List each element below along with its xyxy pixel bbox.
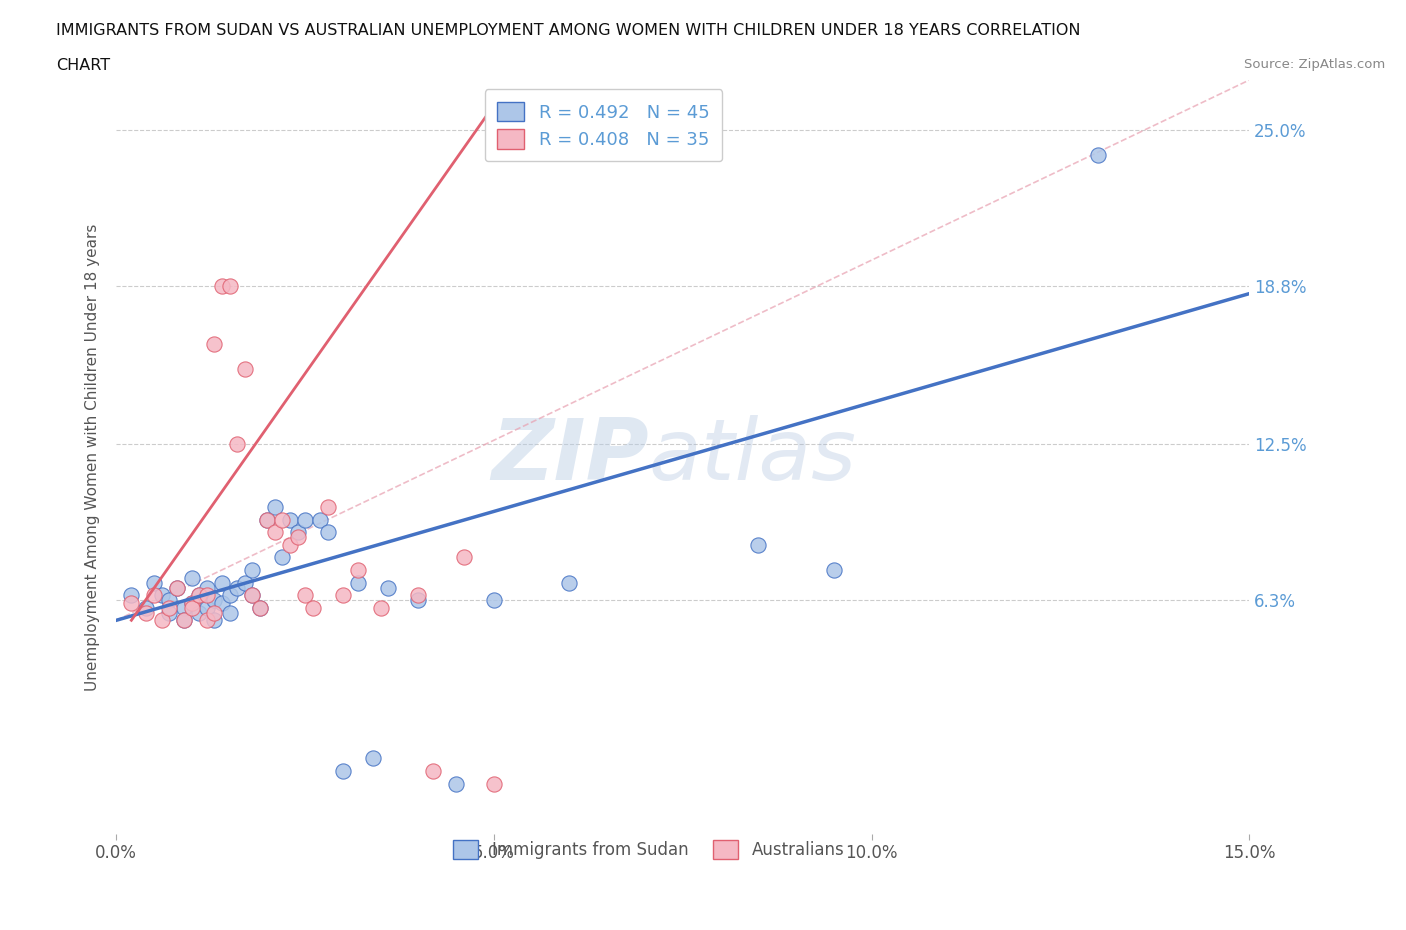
Point bbox=[408, 588, 430, 603]
Point bbox=[195, 588, 218, 603]
Point bbox=[278, 538, 301, 552]
Point bbox=[211, 279, 233, 294]
Point bbox=[347, 563, 370, 578]
Point bbox=[204, 613, 226, 628]
Point bbox=[361, 751, 384, 766]
Point bbox=[287, 525, 309, 539]
Text: CHART: CHART bbox=[56, 58, 110, 73]
Point bbox=[211, 595, 233, 610]
Point bbox=[180, 595, 202, 610]
Point bbox=[180, 570, 202, 585]
Point bbox=[211, 575, 233, 590]
Point bbox=[166, 580, 188, 595]
Point bbox=[271, 550, 294, 565]
Point bbox=[120, 588, 142, 603]
Point bbox=[188, 588, 211, 603]
Point bbox=[157, 592, 180, 607]
Point bbox=[278, 512, 301, 527]
Point bbox=[240, 563, 263, 578]
Text: IMMIGRANTS FROM SUDAN VS AUSTRALIAN UNEMPLOYMENT AMONG WOMEN WITH CHILDREN UNDER: IMMIGRANTS FROM SUDAN VS AUSTRALIAN UNEM… bbox=[56, 23, 1081, 38]
Point bbox=[377, 580, 399, 595]
Point bbox=[226, 580, 249, 595]
Text: atlas: atlas bbox=[648, 416, 856, 498]
Point bbox=[271, 512, 294, 527]
Point bbox=[347, 575, 370, 590]
Point bbox=[120, 595, 142, 610]
Point bbox=[195, 613, 218, 628]
Point bbox=[453, 550, 475, 565]
Point bbox=[180, 600, 202, 615]
Text: ZIP: ZIP bbox=[491, 416, 648, 498]
Point bbox=[823, 563, 845, 578]
Point bbox=[287, 530, 309, 545]
Point bbox=[240, 588, 263, 603]
Point bbox=[249, 600, 271, 615]
Point bbox=[294, 588, 316, 603]
Point bbox=[294, 512, 316, 527]
Point bbox=[482, 592, 505, 607]
Point bbox=[444, 777, 467, 791]
Text: Source: ZipAtlas.com: Source: ZipAtlas.com bbox=[1244, 58, 1385, 71]
Point bbox=[249, 600, 271, 615]
Point bbox=[1087, 148, 1109, 163]
Point bbox=[173, 613, 195, 628]
Point bbox=[558, 575, 581, 590]
Point bbox=[240, 588, 263, 603]
Point bbox=[301, 600, 323, 615]
Point bbox=[150, 588, 173, 603]
Point bbox=[408, 592, 430, 607]
Point bbox=[747, 538, 769, 552]
Point bbox=[135, 600, 157, 615]
Point bbox=[233, 575, 256, 590]
Point bbox=[195, 600, 218, 615]
Point bbox=[233, 362, 256, 377]
Point bbox=[135, 605, 157, 620]
Point bbox=[204, 592, 226, 607]
Point bbox=[173, 600, 195, 615]
Point bbox=[143, 588, 166, 603]
Point bbox=[264, 525, 287, 539]
Point bbox=[204, 337, 226, 352]
Point bbox=[309, 512, 332, 527]
Point bbox=[316, 525, 339, 539]
Point bbox=[332, 588, 354, 603]
Point bbox=[218, 588, 240, 603]
Point bbox=[195, 580, 218, 595]
Point bbox=[188, 605, 211, 620]
Point bbox=[370, 600, 392, 615]
Point bbox=[166, 580, 188, 595]
Point bbox=[188, 588, 211, 603]
Point bbox=[143, 575, 166, 590]
Point bbox=[218, 279, 240, 294]
Point bbox=[180, 595, 202, 610]
Point bbox=[332, 764, 354, 778]
Point bbox=[316, 499, 339, 514]
Point bbox=[150, 613, 173, 628]
Point bbox=[218, 605, 240, 620]
Point bbox=[157, 605, 180, 620]
Y-axis label: Unemployment Among Women with Children Under 18 years: Unemployment Among Women with Children U… bbox=[86, 223, 100, 691]
Point bbox=[226, 437, 249, 452]
Legend: Immigrants from Sudan, Australians: Immigrants from Sudan, Australians bbox=[441, 829, 856, 870]
Point bbox=[204, 605, 226, 620]
Point bbox=[482, 777, 505, 791]
Point bbox=[256, 512, 278, 527]
Point bbox=[173, 613, 195, 628]
Point bbox=[256, 512, 278, 527]
Point bbox=[264, 499, 287, 514]
Point bbox=[157, 600, 180, 615]
Point bbox=[422, 764, 444, 778]
